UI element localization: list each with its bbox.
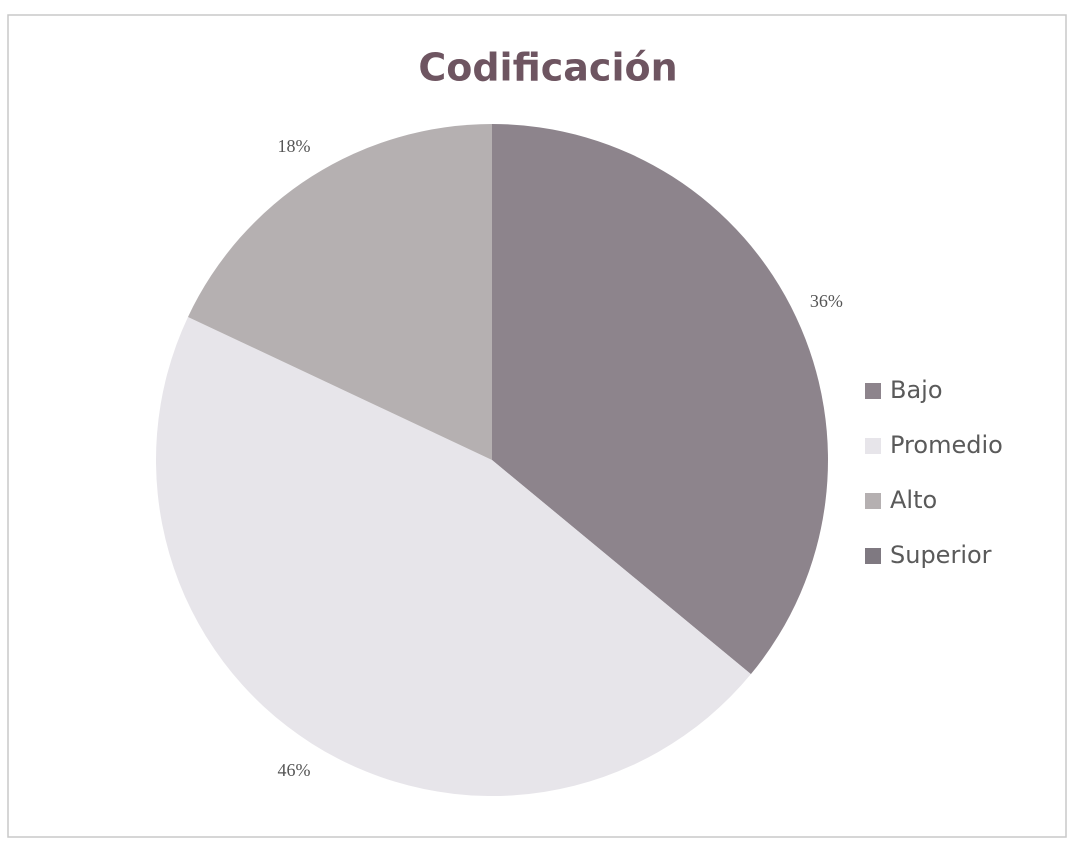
legend-label: Superior xyxy=(890,541,992,569)
legend-swatch xyxy=(865,493,881,509)
pie-slice xyxy=(187,124,493,460)
chart-title: Codificación xyxy=(418,46,677,90)
pie-slice xyxy=(156,316,751,796)
legend-label: Bajo xyxy=(890,376,943,404)
data-label: 36% xyxy=(810,291,843,311)
data-label: 46% xyxy=(277,760,310,780)
legend-label: Promedio xyxy=(890,431,1003,459)
pie-slice xyxy=(492,124,828,675)
legend-swatch xyxy=(865,383,881,399)
legend-swatch xyxy=(865,548,881,564)
legend-label: Alto xyxy=(890,486,937,514)
legend-swatch xyxy=(865,438,881,454)
data-label: 18% xyxy=(277,136,310,156)
